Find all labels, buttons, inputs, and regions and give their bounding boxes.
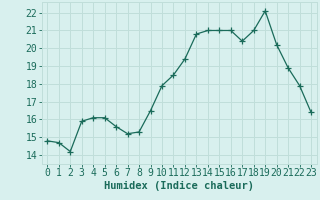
X-axis label: Humidex (Indice chaleur): Humidex (Indice chaleur) bbox=[104, 181, 254, 191]
